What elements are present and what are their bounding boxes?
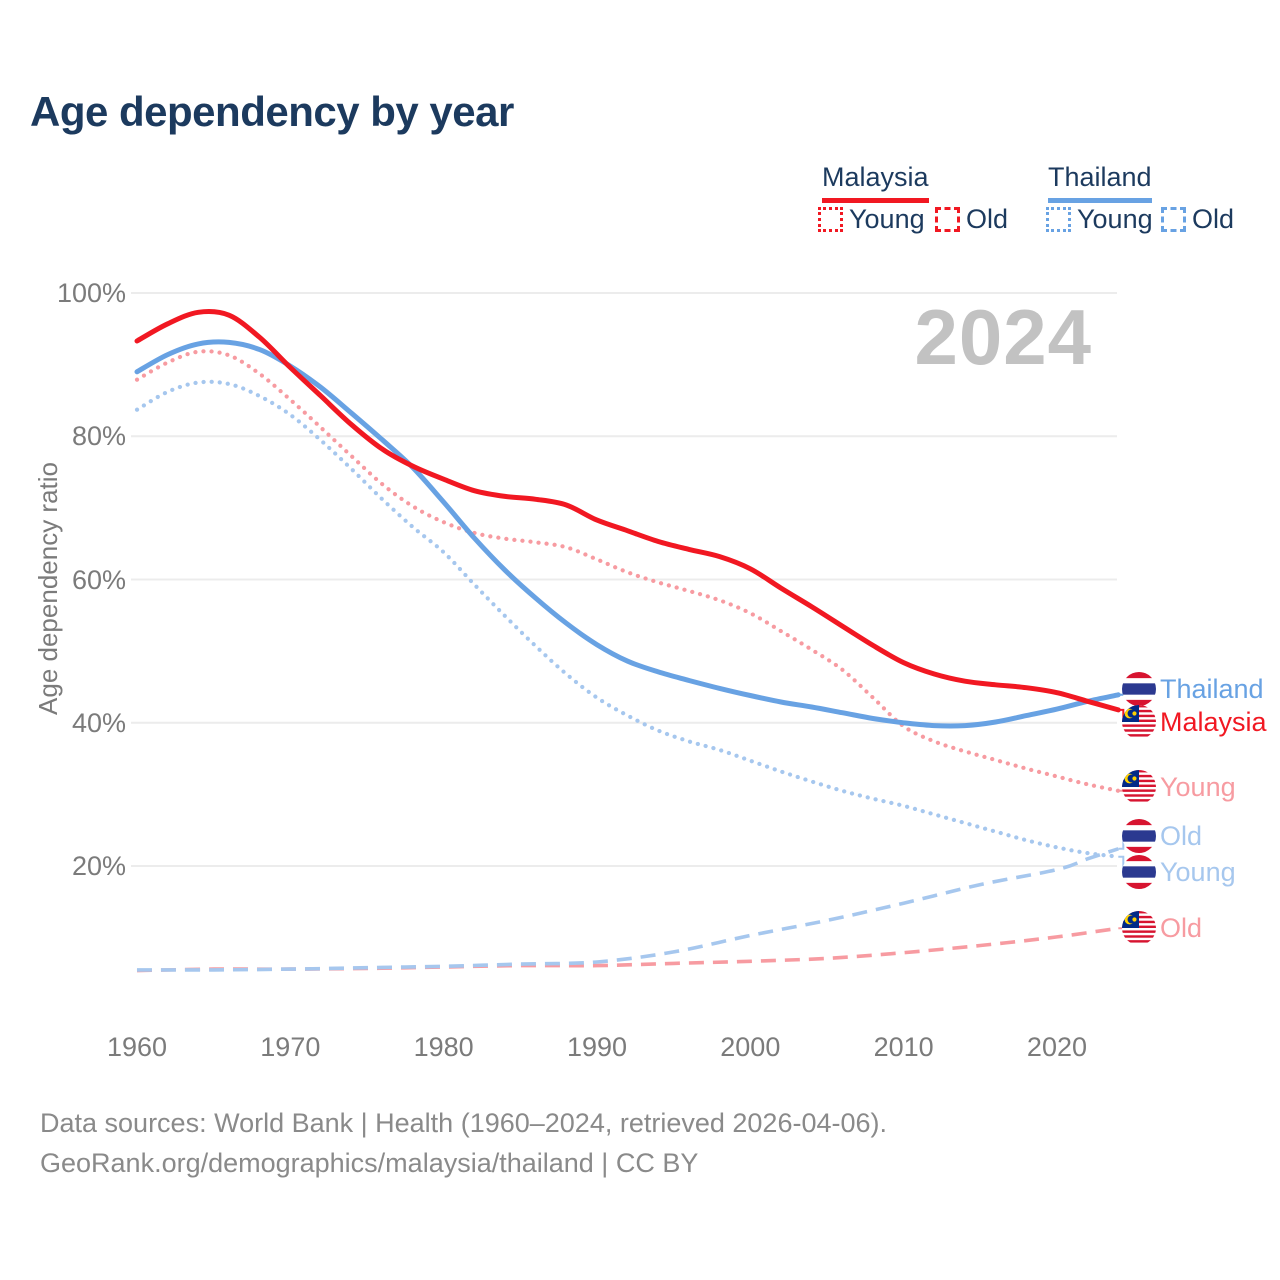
x-tick-label: 1990 (566, 1032, 628, 1062)
end-label-malaysia_young: Young (1122, 770, 1236, 804)
end-label-thailand_old: Old (1122, 819, 1202, 853)
end-label-text: Young (1160, 856, 1236, 887)
legend-malaysia-old-label: Old (966, 204, 1009, 234)
thailand-flag-icon (1122, 855, 1156, 889)
x-tick-label: 1980 (413, 1032, 474, 1062)
y-tick-label: 40% (71, 707, 126, 738)
legend-malaysia-young-label: Young (849, 204, 925, 234)
end-label-text: Old (1160, 912, 1203, 943)
y-tick-label: 100% (56, 278, 126, 308)
legend-thailand-young[interactable]: Young (1046, 204, 1153, 235)
x-tick-label: 2010 (873, 1032, 934, 1062)
malaysia-flag-icon (1122, 705, 1156, 739)
dotted-red-swatch-icon (818, 207, 843, 232)
thailand-flag-icon (1122, 672, 1156, 706)
series-line-thailand_old (136, 847, 1119, 972)
page-title: Age dependency by year (30, 88, 514, 135)
dashed-blue-swatch-icon (1161, 207, 1186, 232)
series-line-thailand_young (134, 379, 1121, 859)
x-tick-label: 2000 (720, 1032, 781, 1062)
attribution-text: GeoRank.org/demographics/malaysia/thaila… (40, 1148, 699, 1178)
legend-thailand-old-label: Old (1192, 204, 1235, 234)
malaysia-flag-icon (1122, 911, 1156, 945)
legend-thailand-young-label: Young (1077, 204, 1153, 234)
y-tick-label: 80% (71, 421, 126, 452)
x-tick-label: 1970 (260, 1032, 321, 1062)
end-label-thailand_total: Thailand (1122, 672, 1264, 706)
end-label-text: Thailand (1160, 673, 1264, 704)
end-label-text: Young (1160, 771, 1236, 802)
malaysia-flag-icon (1122, 770, 1156, 804)
end-label-malaysia_old: Old (1122, 911, 1202, 945)
x-tick-label: 1960 (106, 1032, 168, 1062)
y-tick-label: 60% (71, 564, 126, 595)
y-tick-label: 20% (71, 851, 126, 881)
data-sources-text: Data sources: World Bank | Health (1960–… (40, 1108, 887, 1138)
legend-malaysia-old[interactable]: Old (935, 204, 1008, 235)
legend-malaysia-young[interactable]: Young (818, 204, 925, 235)
end-label-text: Old (1160, 820, 1203, 851)
end-label-malaysia_total: Malaysia (1122, 705, 1267, 739)
legend-thailand-header[interactable]: Thailand (1048, 162, 1152, 203)
legend-thailand-old[interactable]: Old (1161, 204, 1234, 235)
end-label-thailand_young: Young (1122, 855, 1236, 889)
year-watermark: 2024 (914, 293, 1092, 381)
series-line-malaysia_old (136, 926, 1119, 973)
series-line-thailand_total (134, 339, 1121, 729)
legend-malaysia-header[interactable]: Malaysia (822, 162, 929, 203)
x-tick-label: 2020 (1026, 1032, 1087, 1062)
thailand-flag-icon (1122, 819, 1156, 853)
series-line-malaysia_young (134, 349, 1121, 793)
dashed-red-swatch-icon (935, 207, 960, 232)
dotted-blue-swatch-icon (1046, 207, 1071, 232)
end-label-text: Malaysia (1160, 706, 1267, 737)
